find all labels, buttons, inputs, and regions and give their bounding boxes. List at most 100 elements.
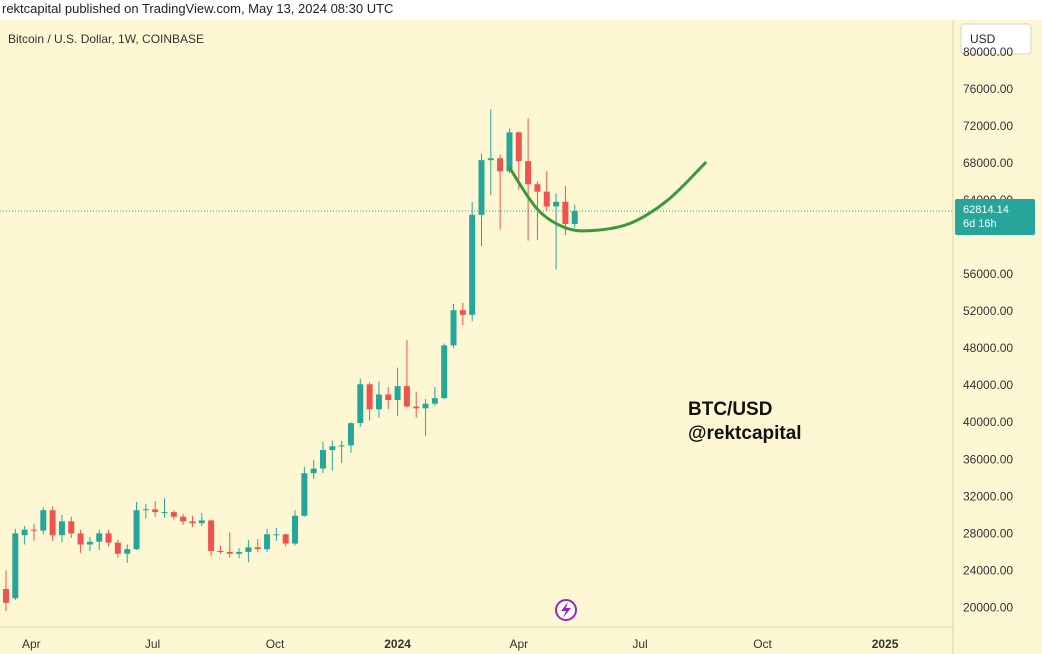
candle-body [319, 450, 326, 469]
candle [30, 524, 37, 541]
candle-body [534, 184, 541, 192]
candle [543, 171, 550, 212]
candle [58, 514, 65, 543]
candle-body [189, 521, 196, 524]
time-tick-label: Apr [509, 637, 528, 651]
candle-body [292, 515, 299, 544]
candle-body [217, 550, 224, 552]
candle-body [562, 201, 569, 225]
candle-body [366, 384, 373, 410]
candle-body [385, 394, 392, 401]
price-tick-label: 76000.00 [963, 82, 1013, 96]
candle [441, 343, 448, 400]
candle-body [40, 510, 47, 531]
candle-body [310, 468, 317, 474]
candle-body [478, 160, 485, 215]
candle [226, 532, 233, 558]
candle-body [273, 534, 280, 536]
candle [86, 537, 93, 551]
candle [49, 506, 56, 541]
candle-body [441, 345, 448, 399]
candle-body [282, 534, 289, 544]
candle [413, 391, 420, 418]
candle-body [347, 423, 354, 446]
candle [450, 303, 457, 349]
candle-body [114, 542, 121, 554]
candle [152, 500, 159, 517]
candle-body [245, 547, 252, 552]
candle [319, 441, 326, 474]
candle [329, 440, 336, 471]
candle-body [469, 214, 476, 315]
candle [469, 201, 476, 322]
candle-body [208, 520, 215, 551]
annotation-pair: BTC/USD [688, 399, 772, 420]
candle-body [133, 510, 140, 550]
candle-body [431, 398, 438, 404]
candle-body [264, 534, 271, 550]
annotation-author: @rektcapital [688, 423, 802, 444]
candle-body [525, 161, 532, 185]
price-tick-label: 56000.00 [963, 267, 1013, 281]
candle [403, 339, 410, 408]
candle [96, 529, 103, 551]
price-tick-label: 44000.00 [963, 378, 1013, 392]
candle-body [301, 473, 308, 516]
candle [114, 539, 121, 558]
candle [385, 387, 392, 410]
candle-body [152, 509, 159, 513]
currency-box[interactable]: USD [960, 23, 1032, 55]
price-tick-label: 32000.00 [963, 489, 1013, 503]
candle-body [180, 516, 187, 522]
candle-body [553, 201, 560, 207]
candles [3, 109, 578, 612]
candlestick-chart[interactable]: Bitcoin / U.S. Dollar, 1W, COINBASE USD … [0, 20, 1042, 654]
symbol-label: Bitcoin / U.S. Dollar, 1W, COINBASE [8, 32, 204, 46]
candle-body [413, 406, 420, 409]
candle [208, 519, 215, 557]
candle [236, 548, 243, 559]
candle-body [96, 533, 103, 542]
time-axis: Apr Jul Oct 2024 Apr Jul Oct 2025 [22, 637, 899, 651]
candle [282, 533, 289, 547]
candle [245, 539, 252, 563]
current-price-value: 62814.14 [963, 204, 1009, 216]
time-tick-label: Oct [753, 637, 772, 651]
candle-body [49, 510, 56, 536]
candle [357, 378, 364, 427]
candle-body [329, 446, 336, 451]
candle-body [506, 132, 513, 172]
candle-body [77, 533, 84, 545]
candle [366, 382, 373, 421]
price-tick-label: 28000.00 [963, 526, 1013, 540]
candle [105, 529, 112, 547]
candle-body [375, 394, 382, 410]
candle [254, 538, 261, 552]
candle-body [450, 310, 457, 346]
candle-body [170, 512, 177, 517]
time-tick-label: 2025 [872, 637, 899, 651]
candle-body [236, 551, 243, 554]
price-tick-label: 20000.00 [963, 600, 1013, 614]
price-tick-label: 48000.00 [963, 341, 1013, 355]
candle-body [459, 310, 466, 315]
candle-body [161, 512, 168, 514]
candle [487, 109, 494, 196]
tradingview-bolt-icon[interactable] [555, 599, 577, 621]
candle [310, 460, 317, 479]
price-tick-label: 52000.00 [963, 304, 1013, 318]
candle-body [58, 521, 65, 536]
candle [422, 399, 429, 437]
candle [338, 440, 345, 463]
candle-body [124, 549, 131, 554]
price-tick-label: 80000.00 [963, 45, 1013, 59]
candle-body [30, 529, 37, 531]
candle [553, 193, 560, 270]
price-axis: 80000.0076000.0072000.0068000.0064000.00… [963, 45, 1013, 615]
candle [478, 153, 485, 247]
candle-body [394, 386, 401, 401]
candle [198, 513, 205, 526]
candle-body [571, 210, 578, 225]
price-tick-label: 40000.00 [963, 415, 1013, 429]
time-tick-label: Jul [145, 637, 160, 651]
